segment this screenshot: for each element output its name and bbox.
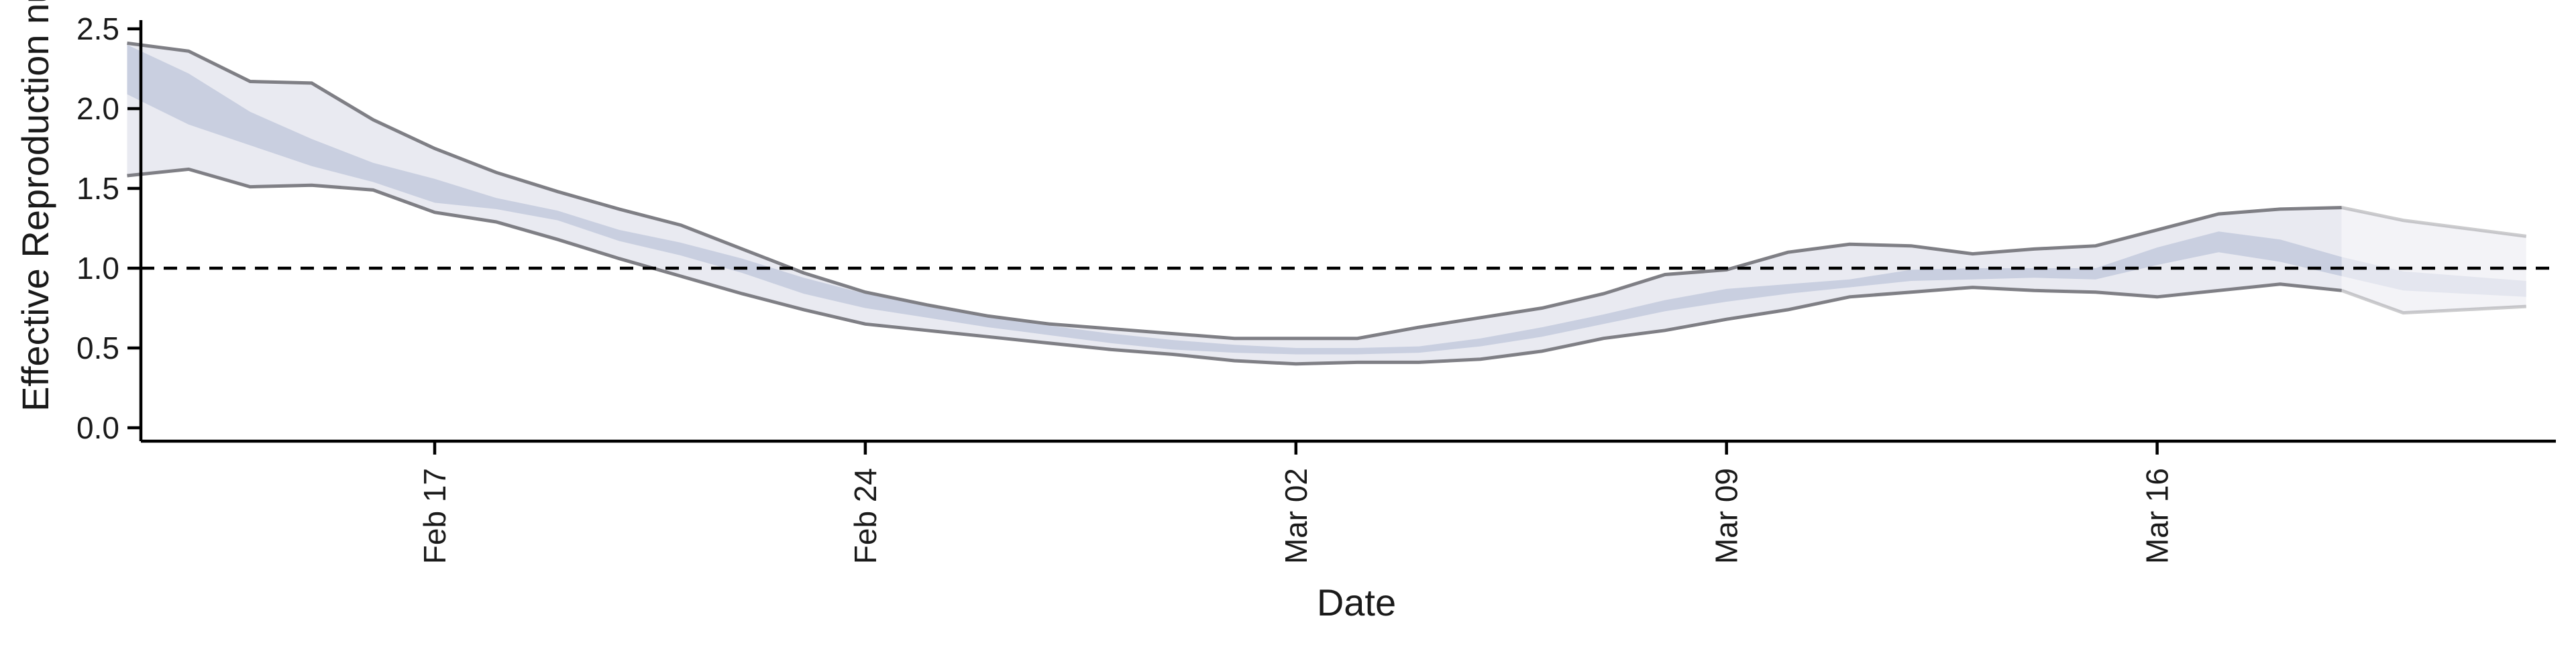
outer-band-lower-edge-projection [2341, 288, 2526, 315]
x-tick-label: Mar 09 [1709, 468, 1744, 564]
x-axis-title: Date [1317, 581, 1396, 624]
outer-credible-band-projection [2341, 207, 2526, 313]
y-axis-title: Effective Reproduction number [14, 0, 56, 412]
y-tick-label: 2.5 [76, 11, 119, 46]
outer-credible-band [127, 43, 2342, 364]
y-tick-label: 2.0 [76, 91, 119, 126]
y-tick-label: 0.0 [76, 410, 119, 445]
y-tick-label: 1.5 [76, 171, 119, 206]
y-tick-label: 0.5 [76, 331, 119, 365]
inner-credible-band-projection [2341, 257, 2526, 297]
x-tick-label: Feb 24 [848, 468, 883, 564]
x-tick-label: Mar 02 [1279, 468, 1313, 564]
y-tick-label: 1.0 [76, 251, 119, 286]
outer-band-upper-edge-projection [2341, 206, 2527, 238]
x-tick-label: Feb 17 [417, 468, 452, 564]
x-tick-label: Mar 16 [2140, 468, 2175, 564]
outer-band-lower-edge [127, 167, 2342, 366]
bands-layer [127, 41, 2527, 366]
axes-layer: 0.0 0.5 1.0 1.5 2.0 2.5 Feb 17 Feb 24 Mar 02 Mar … [76, 11, 2556, 564]
inner-credible-band [127, 44, 2342, 355]
outer-band-upper-edge [127, 41, 2342, 341]
